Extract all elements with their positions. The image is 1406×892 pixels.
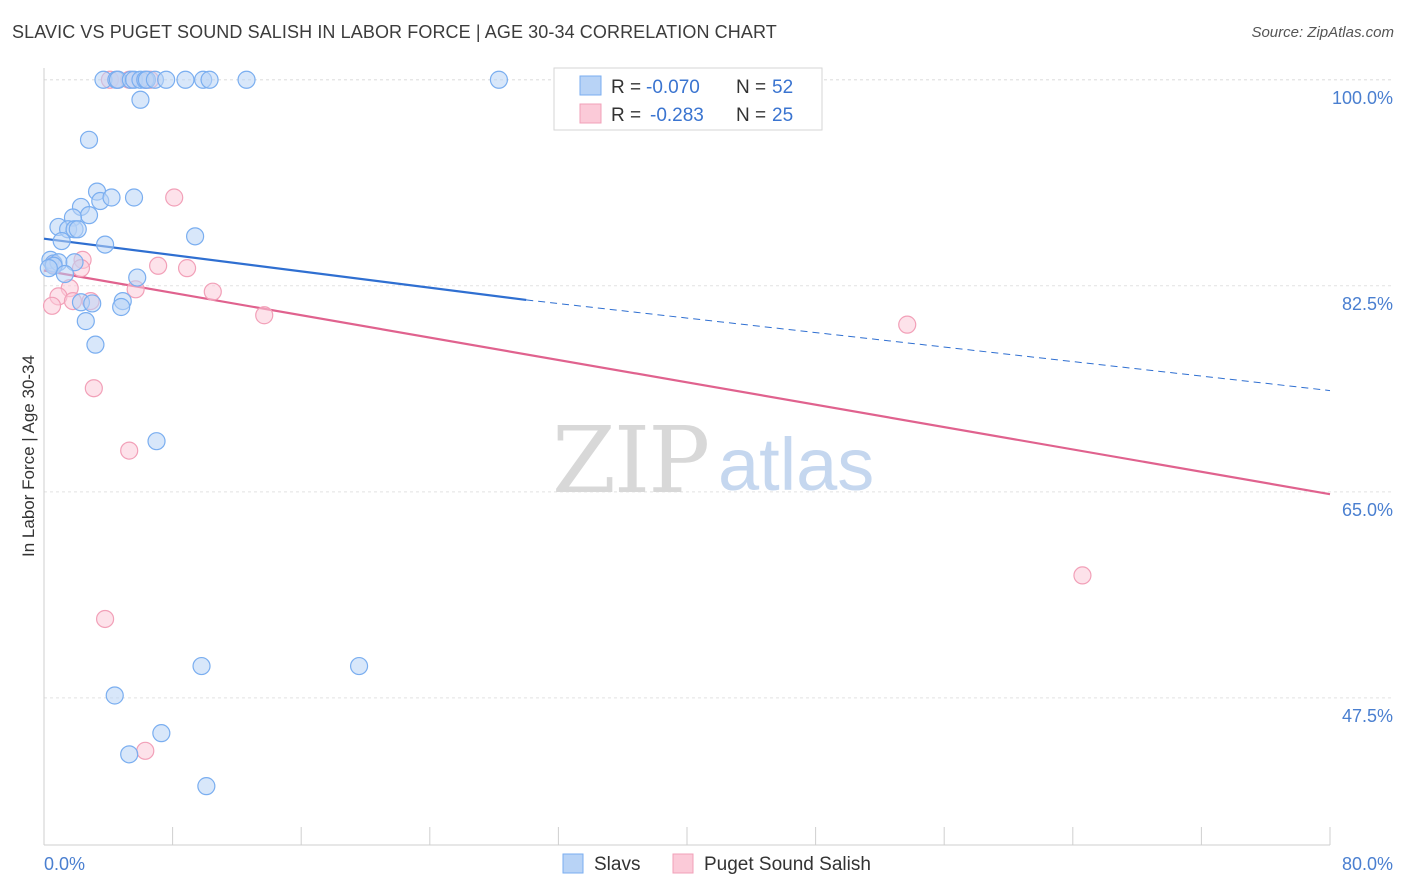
y-axis-title: In Labor Force | Age 30-34 (19, 355, 38, 557)
legend-swatch-salish (579, 103, 602, 124)
data-point-puget-sound-salish (898, 315, 917, 334)
legend-n-label-slavs: N = (736, 77, 766, 98)
watermark-atlas: atlas (718, 423, 874, 506)
data-point-slavs (79, 130, 99, 149)
data-point-slavs (147, 432, 166, 451)
legend-r-label-salish: R = (611, 105, 641, 126)
data-point-puget-sound-salish (120, 441, 139, 460)
trend-line-puget-sound-salish (43, 269, 1331, 496)
data-point-slavs (157, 70, 176, 89)
legend-n-value-slavs: 52 (772, 77, 793, 98)
data-point-puget-sound-salish (255, 306, 274, 325)
data-point-slavs (86, 335, 105, 354)
source-label: Source: ZipAtlas.com (1251, 24, 1394, 41)
y-tick-label: 100.0% (1332, 88, 1393, 108)
x-axis-ticks (43, 827, 1331, 845)
data-point-slavs (192, 656, 211, 676)
data-point-slavs (200, 70, 219, 89)
data-point-slavs (76, 312, 95, 331)
data-point-slavs (112, 297, 131, 317)
series-slavs (39, 70, 509, 796)
y-tick-labels: 100.0% 82.5% 65.0% 47.5% (1332, 88, 1393, 726)
data-point-slavs (102, 188, 121, 207)
legend-series: Slavs Puget Sound Salish (562, 853, 871, 875)
watermark-zip: ZIP (552, 407, 708, 514)
trend-lines (43, 237, 1331, 496)
y-tick-label: 82.5% (1342, 294, 1393, 314)
data-point-puget-sound-salish (149, 256, 168, 275)
data-point-slavs (65, 253, 84, 272)
data-point-puget-sound-salish (136, 741, 155, 760)
x-tick-label-min: 0.0% (44, 854, 85, 874)
data-point-slavs (349, 656, 369, 676)
data-point-puget-sound-salish (95, 609, 115, 629)
data-point-slavs (83, 294, 102, 313)
trend-line-slavs (43, 237, 527, 302)
data-point-slavs (237, 70, 256, 89)
data-point-slavs (120, 745, 139, 764)
data-point-slavs (105, 686, 124, 705)
data-point-slavs (489, 70, 509, 89)
data-point-slavs (55, 264, 74, 284)
data-point-puget-sound-salish (84, 379, 103, 398)
data-point-puget-sound-salish (203, 282, 222, 301)
data-point-slavs (131, 90, 150, 109)
chart-title: SLAVIC VS PUGET SOUND SALISH IN LABOR FO… (12, 22, 777, 42)
data-point-slavs (95, 235, 115, 254)
data-point-puget-sound-salish (42, 296, 62, 315)
legend-r-value-slavs: -0.070 (646, 77, 700, 98)
legend-r-label-slavs: R = (611, 77, 641, 98)
legend-bottom-swatch-salish (672, 853, 694, 874)
legend-bottom-label-salish: Puget Sound Salish (704, 854, 871, 875)
data-point-slavs (52, 231, 71, 251)
legend-n-label-salish: N = (736, 105, 766, 126)
data-point-slavs (176, 70, 195, 89)
legend-swatch-slavs (579, 75, 602, 96)
data-point-slavs (128, 268, 147, 287)
data-point-slavs (197, 777, 216, 796)
data-point-puget-sound-salish (1073, 566, 1092, 585)
data-point-slavs (68, 220, 87, 239)
data-point-puget-sound-salish (177, 259, 197, 278)
legend-n-value-salish: 25 (772, 105, 793, 126)
legend-bottom-swatch-slavs (562, 853, 584, 874)
legend-stats: R = -0.070 N = 52 R = -0.283 N = 25 (553, 67, 823, 131)
legend-bottom-label-slavs: Slavs (594, 854, 640, 875)
trend-line-slavs-extension (526, 299, 1331, 392)
data-point-slavs (124, 188, 144, 207)
y-tick-label: 47.5% (1342, 706, 1393, 726)
data-point-slavs (186, 227, 205, 246)
legend-r-value-salish: -0.283 (650, 105, 704, 126)
y-tick-label: 65.0% (1342, 500, 1393, 520)
x-tick-label-max: 80.0% (1342, 854, 1393, 874)
data-point-slavs (152, 724, 171, 743)
data-point-slavs (39, 259, 58, 278)
data-point-puget-sound-salish (165, 188, 184, 207)
data-point-slavs (79, 206, 99, 225)
